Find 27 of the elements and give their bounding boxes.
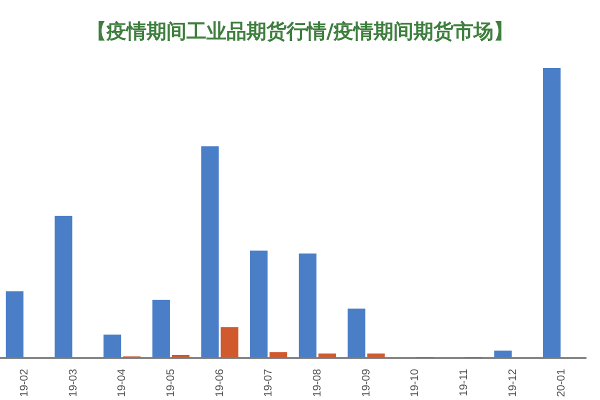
bar (367, 354, 385, 358)
x-tick-label: 19-02 (18, 368, 30, 398)
bar (201, 146, 219, 358)
bar (494, 350, 512, 358)
bar (250, 250, 268, 358)
bar (54, 216, 72, 358)
x-tick-label: 19-05 (164, 368, 177, 398)
bar (104, 334, 122, 358)
x-tick-label: 19-10 (409, 368, 422, 398)
bar (220, 327, 238, 358)
bar (270, 352, 288, 358)
chart-title: 【疫情期间工业品期货行情/疫情期间期货市场】 (85, 18, 515, 45)
bar (6, 291, 24, 358)
bar (298, 254, 316, 358)
bar (348, 308, 366, 358)
bar (152, 300, 170, 358)
x-tick-label: 19-11 (458, 368, 470, 396)
x-tick-label: 19-04 (116, 368, 128, 398)
bar (318, 354, 336, 358)
x-tick-label: 20-01 (556, 368, 568, 398)
x-tick-label: 19-07 (262, 368, 275, 398)
x-tick-label: 19-12 (506, 368, 519, 398)
x-tick-label: 19-09 (360, 368, 372, 398)
x-tick-label: 19-03 (67, 368, 80, 398)
bar (543, 68, 561, 358)
x-tick-label: 19-06 (214, 368, 226, 398)
x-tick-label: 19-08 (311, 368, 324, 398)
